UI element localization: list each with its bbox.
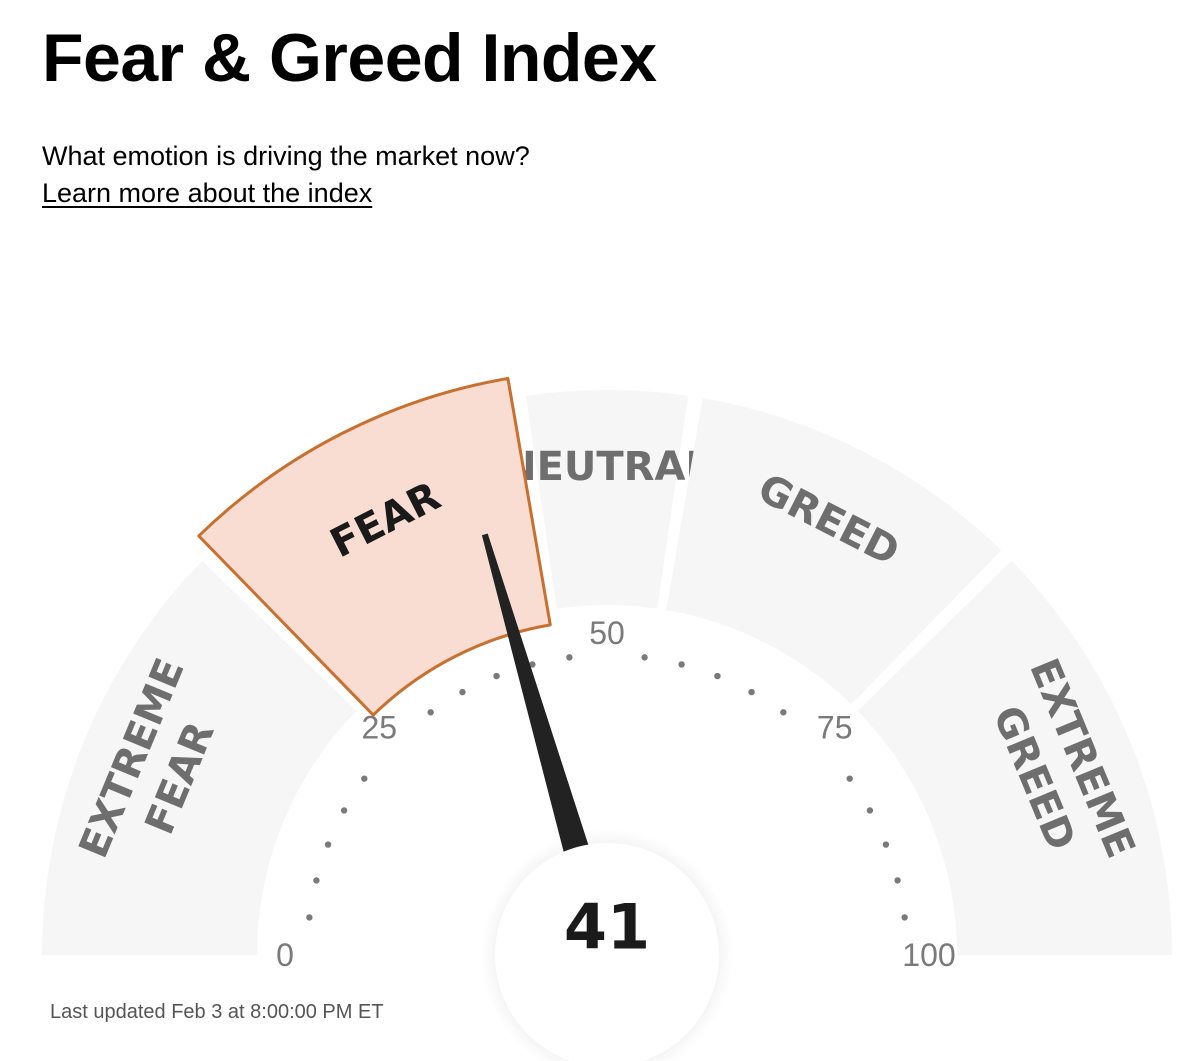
gauge-tick-dot <box>641 654 648 661</box>
gauge-zone-extreme-fear-shape <box>42 560 357 955</box>
gauge-tick-label: 75 <box>817 709 853 745</box>
gauge-tick-label: 50 <box>589 615 625 651</box>
gauge-tick-dot <box>427 709 434 716</box>
gauge-tick-dot <box>678 661 685 668</box>
page-subtitle: What emotion is driving the market now? <box>42 141 530 171</box>
gauge-tick-dot <box>340 807 348 814</box>
gauge-tick-dot <box>714 672 721 680</box>
gauge-tick-label: 25 <box>362 709 398 745</box>
gauge-tick-dot <box>748 688 755 696</box>
gauge-tick-label: 0 <box>276 937 294 973</box>
gauge-zone-greed-shape <box>666 398 1002 705</box>
gauge-needle <box>481 533 591 858</box>
gauge-zone-neutral-shape <box>525 390 689 609</box>
gauge-zone-neutral: NEUTRAL <box>503 390 711 609</box>
gauge-tick-dot <box>313 877 320 884</box>
gauge-tick-dot <box>846 775 853 782</box>
gauge-hub <box>495 843 719 1061</box>
gauge-tick-dot <box>361 775 368 782</box>
gauge-tick-dot <box>894 877 901 884</box>
gauge-value: 41 <box>564 891 650 964</box>
learn-more-link[interactable]: Learn more about the index <box>42 178 373 208</box>
gauge-tick-labels: 0 25 50 75 100 <box>276 615 956 973</box>
gauge-tick-dot <box>459 688 466 696</box>
gauge-tick-label: 100 <box>902 937 955 973</box>
gauge-tick-dot <box>324 841 332 848</box>
gauge-tick-dot <box>866 807 874 814</box>
gauge-zone-neutral-label: NEUTRAL <box>503 444 711 490</box>
gauge-needle-group: 41 <box>481 533 733 1061</box>
gauge-tick-dot <box>529 661 536 668</box>
gauge-zone-neutral-label-line: NEUTRAL <box>503 444 711 490</box>
gauge-tick-dot <box>306 914 313 921</box>
gauge-tick-dot <box>780 709 787 716</box>
gauge-zone-fear: FEAR <box>197 376 552 717</box>
gauge-tick-dot <box>882 841 890 848</box>
gauge-tick-dot <box>566 654 573 661</box>
gauge-tick-dot <box>493 672 500 680</box>
page-title: Fear & Greed Index <box>42 20 657 96</box>
gauge-zone-extreme-greed-shape <box>857 560 1172 955</box>
gauge-tick-dot <box>901 914 908 921</box>
last-updated-text: Last updated Feb 3 at 8:00:00 PM ET <box>50 1001 384 1023</box>
gauge-tick-dots <box>306 654 908 921</box>
gauge-zone-extreme-greed: EXTREMEGREED <box>857 560 1172 955</box>
gauge-zone-greed: GREED <box>666 398 1002 705</box>
gauge-zone-fear-shape <box>197 376 552 717</box>
